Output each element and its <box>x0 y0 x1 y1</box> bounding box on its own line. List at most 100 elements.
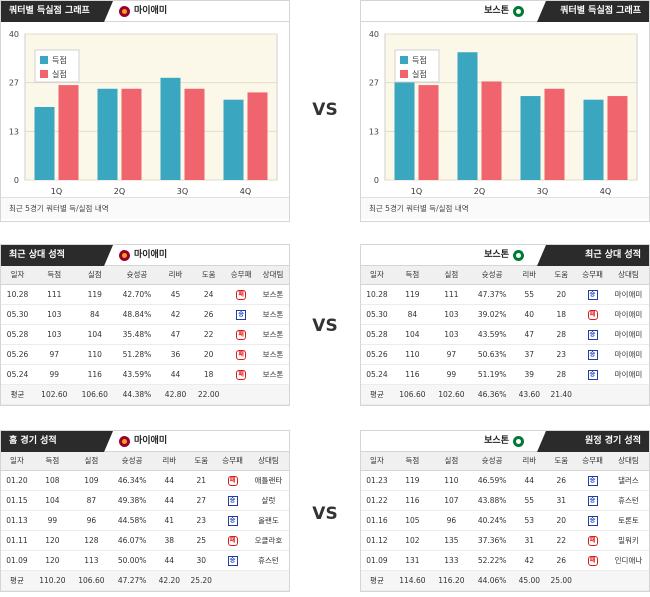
column-header: 리바 <box>153 452 186 471</box>
team-name: 마이애미 <box>134 436 168 446</box>
celtics-logo-icon <box>513 250 524 261</box>
table-cell: 55 <box>513 284 546 305</box>
table-cell: 밀워키 <box>607 530 649 551</box>
bar-scored <box>223 99 244 180</box>
table-cell: 55 <box>513 490 546 511</box>
y-tick-label: 0 <box>374 176 379 185</box>
table-cell: 23 <box>545 344 578 365</box>
average-cell: 110.20 <box>32 570 72 591</box>
average-cell: 42.80 <box>159 384 193 405</box>
bar-allowed <box>544 88 565 180</box>
table-row: 01.16 105 96 40.24% 53 20 승 토론토 <box>361 510 649 531</box>
table-cell: 18 <box>545 304 578 325</box>
table-cell: 49.38% <box>110 490 154 511</box>
result-badge: 패 <box>587 309 598 320</box>
table-cell: 53 <box>513 510 546 531</box>
celtics-logo-icon <box>513 436 524 447</box>
table-cell: 45 <box>159 284 193 305</box>
average-cell <box>607 570 649 591</box>
table-cell: 01.15 <box>1 490 33 511</box>
column-header: 실점 <box>74 266 115 285</box>
y-tick-label: 0 <box>14 176 19 185</box>
y-tick-label: 27 <box>369 79 379 88</box>
x-tick-label: 2Q <box>474 187 485 196</box>
table-cell: 마이애미 <box>607 304 649 325</box>
average-cell: 47.27% <box>110 570 154 591</box>
result-cell: 승 <box>577 284 608 305</box>
average-cell: 116.20 <box>431 570 471 591</box>
team-name: 마이애미 <box>134 250 168 260</box>
average-row: 평균 114.60 116.20 44.06% 45.00 25.00 <box>361 570 649 591</box>
bar-scored <box>457 52 478 180</box>
team-name: 마이애미 <box>134 6 168 16</box>
table-cell: 46.34% <box>110 470 154 491</box>
y-tick-label: 40 <box>9 30 19 39</box>
table-cell: 27 <box>185 490 218 511</box>
bar-scored <box>520 96 541 180</box>
vs-label: VS <box>312 316 338 336</box>
table-cell: 39 <box>513 364 546 385</box>
table-cell: 토론토 <box>607 510 649 531</box>
table-cell: 43.59% <box>470 324 514 345</box>
legend-swatch <box>40 56 48 64</box>
x-tick-label: 1Q <box>411 187 422 196</box>
column-header: 리바 <box>513 266 546 285</box>
average-cell: 102.60 <box>431 384 471 405</box>
legend-label: 득점 <box>412 55 427 65</box>
result-badge: 승 <box>587 515 598 526</box>
heat-logo-icon <box>119 250 130 261</box>
table-cell: 20 <box>545 284 578 305</box>
column-header: 득점 <box>32 452 72 471</box>
bar-allowed <box>418 85 439 180</box>
result-badge: 승 <box>587 329 598 340</box>
table-cell: 보스톤 <box>257 344 289 365</box>
table-cell: 135 <box>431 530 471 551</box>
result-cell: 패 <box>217 470 248 491</box>
result-badge: 패 <box>227 475 238 486</box>
panel-tag: 최근 상대 성적 <box>537 245 649 266</box>
panel-tag: 원정 경기 성적 <box>537 431 649 452</box>
result-badge: 패 <box>236 329 247 340</box>
column-header: 도움 <box>192 266 226 285</box>
table-cell: 24 <box>192 284 226 305</box>
table-cell: 102 <box>392 530 432 551</box>
table-cell: 인디애나 <box>607 550 649 571</box>
table-cell: 마이애미 <box>607 364 649 385</box>
table-cell: 05.26 <box>1 344 35 365</box>
table-cell: 05.28 <box>1 324 35 345</box>
column-header: 일자 <box>361 266 393 285</box>
table-cell: 119 <box>392 284 432 305</box>
table-row: 01.09 131 133 52.22% 42 26 패 인디애나 <box>361 550 649 571</box>
result-cell: 승 <box>217 510 248 531</box>
average-cell: 45.00 <box>513 570 546 591</box>
average-cell: 평균 <box>361 384 393 405</box>
result-cell: 승 <box>577 344 608 365</box>
result-cell: 패 <box>225 344 258 365</box>
table-row: 01.12 102 135 37.36% 31 22 패 밀워키 <box>361 530 649 551</box>
legend-swatch <box>400 70 408 78</box>
column-header: 일자 <box>361 452 393 471</box>
table-cell: 01.12 <box>361 530 393 551</box>
legend-label: 득점 <box>52 55 67 65</box>
column-header: 일자 <box>1 452 33 471</box>
table-cell: 105 <box>392 510 432 531</box>
table-cell: 42 <box>159 304 193 325</box>
home-games-panel: 홈 경기 성적 마이애미 일자 득점 실점 슛성공 리바 도움 승무패 상대팀 01.20 108 10… <box>0 430 290 592</box>
average-row: 평균 106.60 102.60 46.36% 43.60 21.40 <box>361 384 649 405</box>
table-cell: 133 <box>431 550 471 571</box>
table-cell: 휴스턴 <box>607 490 649 511</box>
average-cell: 평균 <box>1 384 35 405</box>
table-cell: 110 <box>392 344 432 365</box>
bar-allowed <box>121 88 142 180</box>
table-cell: 51.28% <box>114 344 159 365</box>
table-cell: 28 <box>545 324 578 345</box>
table-cell: 22 <box>192 324 226 345</box>
bar-allowed <box>607 96 628 180</box>
table-cell: 99 <box>431 364 471 385</box>
average-row: 평균 110.20 106.60 47.27% 42.20 25.20 <box>1 570 289 591</box>
average-cell <box>217 570 248 591</box>
table-cell: 40.24% <box>470 510 514 531</box>
table-cell: 01.09 <box>361 550 393 571</box>
table-row: 05.26 110 97 50.63% 37 23 승 마이애미 <box>361 344 649 365</box>
